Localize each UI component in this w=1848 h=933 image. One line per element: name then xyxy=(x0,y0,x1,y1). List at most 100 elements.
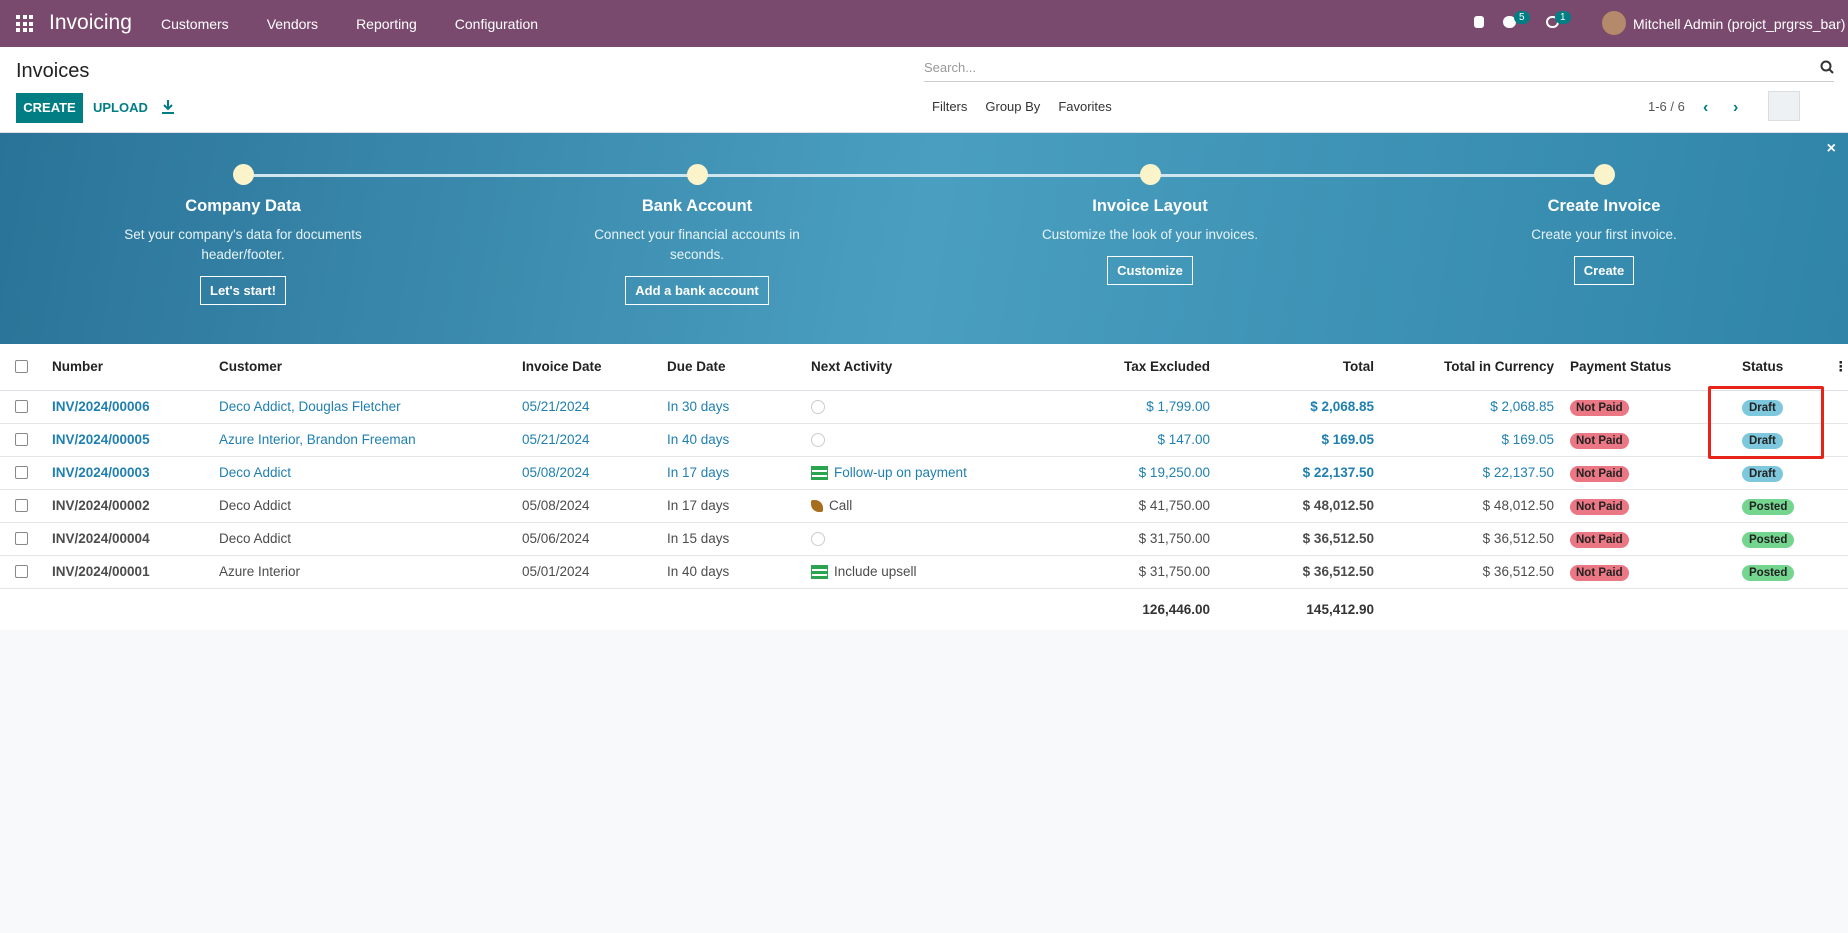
cell: $ 31,750.00 xyxy=(1048,522,1218,556)
invoice-row[interactable]: INV/2024/00002 Deco Addict 05/08/2024 In 17… xyxy=(0,489,1848,523)
search-input[interactable]: Search... xyxy=(924,57,1834,82)
step-button[interactable]: Add a bank account xyxy=(625,276,769,305)
breadcrumb: Invoices xyxy=(16,60,90,82)
onboarding-step: Company Data Set your company's data for … xyxy=(113,164,373,305)
optional-columns[interactable]: ⋮ xyxy=(1826,344,1848,391)
pager-previous[interactable]: ‹ xyxy=(1703,99,1709,116)
invoice-row[interactable]: INV/2024/00003 Deco Addict 05/08/2024 In 17… xyxy=(0,456,1848,490)
groupby-toggle[interactable]: Group By xyxy=(985,99,1041,114)
column-header[interactable]: Number xyxy=(44,344,211,391)
row-select xyxy=(0,555,44,589)
payment-badge: Not Paid xyxy=(1570,499,1629,515)
column-header[interactable]: Next Activity xyxy=(803,344,1048,391)
cell: Deco Addict xyxy=(211,522,514,556)
status: Posted xyxy=(1734,522,1826,556)
user-menu[interactable]: Mitchell Admin (projct_prgrss_bar) xyxy=(1633,16,1846,32)
row-checkbox[interactable] xyxy=(15,400,28,413)
column-header[interactable]: Tax Excluded xyxy=(1048,344,1218,391)
cell: $ 22,137.50 xyxy=(1218,456,1382,490)
cell: $ 31,750.00 xyxy=(1048,555,1218,589)
invoice-row[interactable]: INV/2024/00005 Azure Interior, Brandon Fr… xyxy=(0,423,1848,457)
activity-icon[interactable] xyxy=(811,532,825,547)
invoice-row[interactable]: INV/2024/00001 Azure Interior 05/01/2024 In… xyxy=(0,555,1848,589)
step-dot xyxy=(686,164,708,185)
activity-icon[interactable] xyxy=(811,433,825,448)
spacer xyxy=(1826,423,1848,457)
menu-item[interactable]: Customers xyxy=(161,16,229,32)
row-checkbox[interactable] xyxy=(15,499,28,512)
onboarding-panel: × Company Data Set your company's data fo… xyxy=(0,133,1848,344)
cell: In 15 days xyxy=(659,522,803,556)
cell: $ 22,137.50 xyxy=(1382,456,1562,490)
cell: 05/21/2024 xyxy=(514,390,659,424)
status-badge: Draft xyxy=(1742,433,1783,449)
spacer xyxy=(1826,555,1848,589)
row-checkbox[interactable] xyxy=(15,466,28,479)
activity-icon[interactable] xyxy=(811,400,825,415)
cell: $ 1,799.00 xyxy=(1048,390,1218,424)
status: Posted xyxy=(1734,489,1826,523)
onboarding-step: Bank Account Connect your financial accou… xyxy=(567,164,827,305)
row-checkbox[interactable] xyxy=(15,433,28,446)
status-badge: Posted xyxy=(1742,532,1795,548)
status-badge: Draft xyxy=(1742,466,1783,482)
step-description: Set your company's data for documents he… xyxy=(124,227,362,262)
status: Draft xyxy=(1734,423,1826,457)
row-checkbox[interactable] xyxy=(15,565,28,578)
invoice-row[interactable]: INV/2024/00004 Deco Addict 05/06/2024 In 15… xyxy=(0,522,1848,556)
step-button[interactable]: Create xyxy=(1573,256,1635,285)
cell: $ 36,512.50 xyxy=(1382,522,1562,556)
status: Posted xyxy=(1734,555,1826,589)
step-button[interactable]: Customize xyxy=(1107,256,1193,285)
column-header[interactable]: Total in Currency xyxy=(1382,344,1562,391)
cell: 05/08/2024 xyxy=(514,489,659,523)
pager-next[interactable]: › xyxy=(1733,99,1739,116)
column-header[interactable]: Status xyxy=(1734,344,1826,391)
activities-badge: 1 xyxy=(1555,11,1571,24)
download-icon[interactable] xyxy=(162,100,174,114)
search-icon[interactable] xyxy=(1820,60,1834,74)
favorites-toggle[interactable]: Favorites xyxy=(1058,99,1112,114)
step-description: Customize the look of your invoices. xyxy=(1041,227,1259,242)
cell: $ 36,512.50 xyxy=(1218,522,1382,556)
next-activity xyxy=(803,423,1048,457)
activity-icon[interactable] xyxy=(811,565,828,580)
activity-icon[interactable] xyxy=(811,466,828,481)
payment-status: Not Paid xyxy=(1562,522,1734,556)
menu-item[interactable]: Reporting xyxy=(356,16,417,32)
kanban-view-button[interactable] xyxy=(1800,91,1832,121)
column-header[interactable]: Total xyxy=(1218,344,1382,391)
spacer xyxy=(1826,390,1848,424)
pager[interactable]: 1-6 / 6 xyxy=(1648,99,1685,114)
column-header[interactable]: Invoice Date xyxy=(514,344,659,391)
menu-item[interactable]: Vendors xyxy=(266,16,319,32)
cell: Azure Interior xyxy=(211,555,514,589)
step-description: Create your first invoice. xyxy=(1531,227,1677,242)
activity-icon[interactable] xyxy=(811,500,823,513)
debug-icon[interactable] xyxy=(1474,16,1484,28)
column-header[interactable]: Due Date xyxy=(659,344,803,391)
user-avatar[interactable] xyxy=(1602,11,1626,35)
list-view-button[interactable] xyxy=(1768,91,1800,121)
cell: 05/08/2024 xyxy=(514,456,659,490)
row-checkbox[interactable] xyxy=(15,532,28,545)
invoice-row[interactable]: INV/2024/00006 Deco Addict, Douglas Fletc… xyxy=(0,390,1848,424)
filters-toggle[interactable]: Filters xyxy=(932,99,968,114)
menu-item[interactable]: Configuration xyxy=(454,16,539,32)
cell: 05/01/2024 xyxy=(514,555,659,589)
upload-button[interactable]: UPLOAD xyxy=(93,100,148,115)
select-all[interactable] xyxy=(15,360,28,374)
app-name[interactable]: Invoicing xyxy=(49,11,132,34)
apps-menu[interactable] xyxy=(16,15,33,32)
step-button[interactable]: Let's start! xyxy=(200,276,286,305)
activity-summary: Include upsell xyxy=(834,563,917,579)
column-header[interactable]: Customer xyxy=(211,344,514,391)
create-button[interactable]: CREATE xyxy=(16,93,83,123)
close-onboarding[interactable]: × xyxy=(1826,140,1836,157)
column-header[interactable]: Payment Status xyxy=(1562,344,1734,391)
messages-icon[interactable] xyxy=(1503,16,1516,28)
onboarding-step: Invoice Layout Customize the look of your… xyxy=(1020,164,1280,285)
cell: In 30 days xyxy=(659,390,803,424)
status-badge: Posted xyxy=(1742,499,1795,515)
cell: $ 147.00 xyxy=(1048,423,1218,457)
